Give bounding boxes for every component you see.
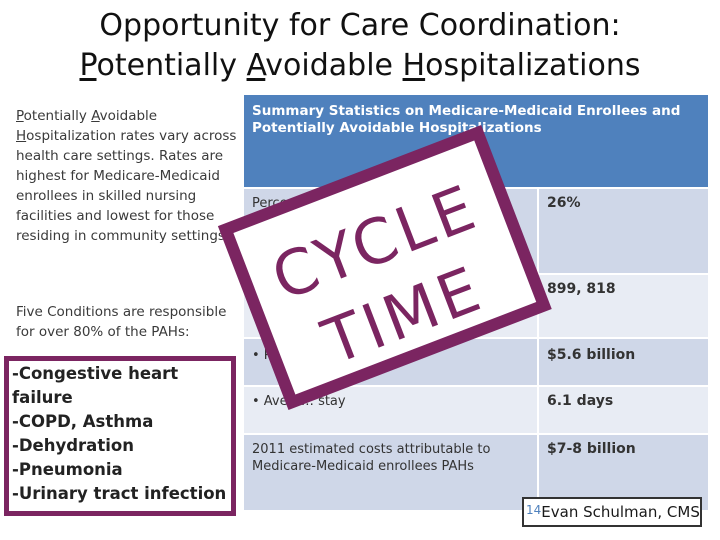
title-letter-a: A xyxy=(246,48,266,83)
table-row: • P… $5.6 billion xyxy=(244,339,708,385)
condition-item: -Urinary tract infection xyxy=(12,484,227,503)
table-row: Percentage of h… were potenti… 26% xyxy=(244,189,708,273)
row-value: 899, 818 xyxy=(539,275,708,337)
title-letter-p: P xyxy=(79,48,97,83)
table-row: • Avera… stay 6.1 days xyxy=(244,387,708,433)
title-line-1: Opportunity for Care Coordination: xyxy=(99,8,621,43)
intro-paragraph: Potentially Avoidable Hospitalization rat… xyxy=(16,106,238,246)
slide-number: 14 xyxy=(526,503,542,517)
credit-box: 14Evan Schulman, CMS xyxy=(522,497,702,527)
condition-item: failure xyxy=(12,388,73,407)
row-label: • Avera… stay xyxy=(244,387,537,433)
intro-letter-h: H xyxy=(16,128,27,144)
condition-item: -Congestive heart xyxy=(12,364,179,383)
intro-text-3: ospitalization rates vary across health … xyxy=(16,128,237,244)
title-word-2: voidable xyxy=(265,48,403,83)
row-value: 26% xyxy=(539,189,708,273)
table-header-row: Summary Statistics on Medicare-Medicaid … xyxy=(244,95,708,187)
title-word-3: ospitalizations xyxy=(425,48,641,83)
row-value: $5.6 billion xyxy=(539,339,708,385)
title-line-2: Potentially Avoidable Hospitalizations xyxy=(0,46,720,86)
title-word-1: otentially xyxy=(96,48,247,83)
intro-text-2: voidable xyxy=(99,108,158,124)
row-label: • P… xyxy=(244,339,537,385)
condition-item: -Dehydration xyxy=(12,436,134,455)
row-label: Percentage of h… were potenti… xyxy=(244,189,537,273)
slide-title: Opportunity for Care Coordination: Poten… xyxy=(0,6,720,86)
condition-item: -Pneumonia xyxy=(12,460,123,479)
row-label: 2011 estimated costs attributable to Med… xyxy=(244,435,537,510)
conditions-intro: Five Conditions are responsible for over… xyxy=(16,304,227,340)
row-value: 6.1 days xyxy=(539,387,708,433)
intro-letter-p: P xyxy=(16,108,24,124)
intro-text-1: otentially xyxy=(23,108,92,124)
table-header: Summary Statistics on Medicare-Medicaid … xyxy=(244,95,708,187)
credit-author: Evan Schulman, CMS xyxy=(541,503,700,521)
intro-letter-a: A xyxy=(91,108,100,124)
conditions-list: -Congestive heart failure -COPD, Asthma … xyxy=(12,362,234,506)
title-letter-h: H xyxy=(402,48,426,83)
summary-table: Summary Statistics on Medicare-Medicaid … xyxy=(244,95,708,510)
table-row: 899, 818 xyxy=(244,275,708,337)
row-label xyxy=(244,275,537,337)
condition-item: -COPD, Asthma xyxy=(12,412,154,431)
conditions-box xyxy=(4,356,236,516)
